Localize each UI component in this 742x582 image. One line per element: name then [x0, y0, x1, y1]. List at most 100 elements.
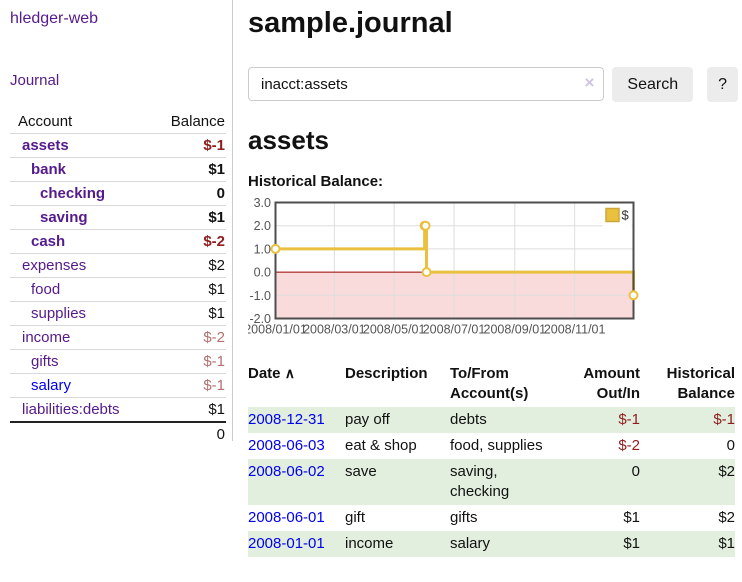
- transaction-balance: $2: [640, 458, 735, 505]
- account-link-salary[interactable]: salary: [31, 377, 72, 394]
- y-tick-label: -2.0: [249, 312, 271, 326]
- transaction-row: 2008-06-01 gift gifts $1 $2: [248, 505, 735, 531]
- account-column-header: Account: [18, 113, 73, 130]
- y-tick-label: -1.0: [249, 289, 271, 303]
- y-tick-label: 2.0: [254, 219, 271, 233]
- register-table: Date ∧ Description To/From Account(s) Amo…: [248, 362, 735, 557]
- transaction-description: eat & shop: [345, 436, 417, 454]
- transaction-description: pay off: [345, 406, 450, 433]
- transaction-date-link[interactable]: 2008-12-31: [248, 410, 325, 428]
- balance-column-header: Historical Balance: [666, 365, 735, 402]
- sidebar-account-row: bank $1: [10, 157, 226, 181]
- account-heading: assets: [248, 125, 329, 155]
- sidebar-total-row: 0: [10, 421, 226, 446]
- account-link-saving[interactable]: saving: [40, 209, 88, 226]
- accounts-column-header: To/From Account(s): [450, 365, 529, 402]
- transaction-balance: 0: [726, 436, 735, 454]
- data-point-marker: [421, 267, 432, 278]
- search-input[interactable]: [248, 67, 605, 101]
- sidebar-account-row: salary $-1: [10, 373, 226, 397]
- y-tick-label: 0.0: [254, 266, 271, 280]
- account-link-assets[interactable]: assets: [22, 137, 69, 154]
- date-column-header: Date ∧: [248, 362, 345, 407]
- account-balance: $1: [208, 161, 225, 178]
- chart-svg: $3.0 2.0 1.0 0.0 -1.0 -2.02008/01/012008/03/0…: [244, 196, 639, 337]
- account-link-expenses[interactable]: expenses: [22, 257, 87, 274]
- chart-title-label: Historical Balance:: [248, 173, 384, 190]
- transaction-amount: 0: [553, 458, 640, 505]
- transaction-accounts: saving, checking: [450, 458, 553, 505]
- search-button[interactable]: Search: [612, 67, 694, 102]
- transaction-balance: $2: [718, 508, 735, 526]
- account-balance: 0: [216, 185, 225, 202]
- account-link-food[interactable]: food: [31, 281, 61, 298]
- account-link-supplies[interactable]: supplies: [31, 305, 87, 322]
- account-balance: $-1: [203, 353, 225, 370]
- sidebar-account-row: saving $1: [10, 205, 226, 229]
- x-tick-label: 2008/03/01: [303, 323, 366, 337]
- data-point-marker: [420, 220, 431, 231]
- sidebar-account-row: expenses $2: [10, 253, 226, 277]
- account-balance: $-2: [203, 233, 225, 250]
- transaction-amount: $1: [553, 530, 640, 557]
- transaction-accounts: food, supplies: [450, 436, 543, 454]
- data-point-marker: [628, 290, 639, 301]
- main-content: sample.journal × Search ? assets Histori…: [244, 0, 738, 557]
- register-header-row: Date ∧ Description To/From Account(s) Amo…: [248, 362, 735, 407]
- sidebar-account-row: supplies $1: [10, 301, 226, 325]
- account-balance: $-2: [203, 329, 225, 346]
- balance-column-header: Balance: [170, 113, 225, 130]
- account-balance: $1: [208, 401, 225, 418]
- account-link-liabilities-debts[interactable]: liabilities:debts: [22, 401, 120, 418]
- sidebar-account-row: assets $-1: [10, 133, 226, 157]
- help-button[interactable]: ?: [707, 67, 738, 102]
- account-link-income[interactable]: income: [22, 329, 71, 346]
- transaction-description: save: [345, 458, 450, 505]
- transaction-date-link[interactable]: 2008-06-02: [248, 462, 325, 480]
- plot-border: [274, 201, 635, 320]
- sidebar-account-row: gifts $-1: [10, 349, 226, 373]
- search-bar: × Search ?: [248, 67, 738, 102]
- account-balance: $-1: [203, 137, 225, 154]
- transaction-description: income: [345, 530, 450, 557]
- transaction-date-link[interactable]: 2008-06-01: [248, 508, 325, 526]
- account-balance: $1: [208, 305, 225, 322]
- account-balance: $2: [208, 257, 225, 274]
- transaction-amount: $-1: [553, 406, 640, 433]
- legend-swatch: [605, 207, 620, 223]
- search-input-wrap: ×: [248, 67, 605, 102]
- transaction-row: 2008-06-03 eat & shop food, supplies $-2 0: [248, 433, 735, 459]
- x-tick-label: 2008/09/01: [484, 323, 547, 337]
- transaction-accounts: gifts: [450, 508, 478, 526]
- page-title: sample.journal: [248, 7, 453, 39]
- account-link-checking[interactable]: checking: [40, 185, 106, 202]
- account-link-bank[interactable]: bank: [31, 161, 67, 178]
- transaction-date-link[interactable]: 2008-06-03: [248, 436, 325, 454]
- y-tick-label: 3.0: [254, 198, 271, 210]
- transaction-balance: $1: [640, 530, 735, 557]
- sidebar-account-row: food $1: [10, 277, 226, 301]
- transaction-accounts: salary: [450, 530, 553, 557]
- sidebar-accounts-header: Account Balance: [10, 110, 226, 133]
- sidebar-item-journal[interactable]: Journal: [10, 72, 60, 89]
- account-link-gifts[interactable]: gifts: [31, 353, 59, 370]
- transaction-accounts: debts: [450, 406, 553, 433]
- historical-balance-chart: $3.0 2.0 1.0 0.0 -1.0 -2.0 2008/01/01 2008/03/0…: [244, 196, 738, 344]
- amount-column-header: Amount Out/In: [583, 365, 640, 402]
- x-tick-label: 2008/07/01: [423, 323, 486, 337]
- x-tick-label: 2008/05/01: [363, 323, 426, 337]
- x-tick-label: 2008/11/01: [544, 323, 606, 337]
- description-column-header: Description: [345, 365, 428, 382]
- account-balance: $1: [208, 281, 225, 298]
- transaction-description: gift: [345, 508, 366, 526]
- transaction-row: 2008-01-01 income salary $1 $1: [248, 530, 735, 557]
- transaction-balance: $-1: [640, 406, 735, 433]
- data-point-marker: [270, 243, 281, 254]
- transaction-amount: $-2: [618, 436, 640, 454]
- sidebar-accounts-table: Account Balance assets $-1 bank $1 checking 0…: [10, 110, 226, 446]
- transaction-date-link[interactable]: 2008-01-01: [248, 534, 325, 552]
- account-link-cash[interactable]: cash: [31, 233, 66, 250]
- legend-label: $: [622, 208, 630, 223]
- clear-search-icon[interactable]: ×: [584, 73, 595, 92]
- app-brand-link[interactable]: hledger-web: [10, 10, 99, 27]
